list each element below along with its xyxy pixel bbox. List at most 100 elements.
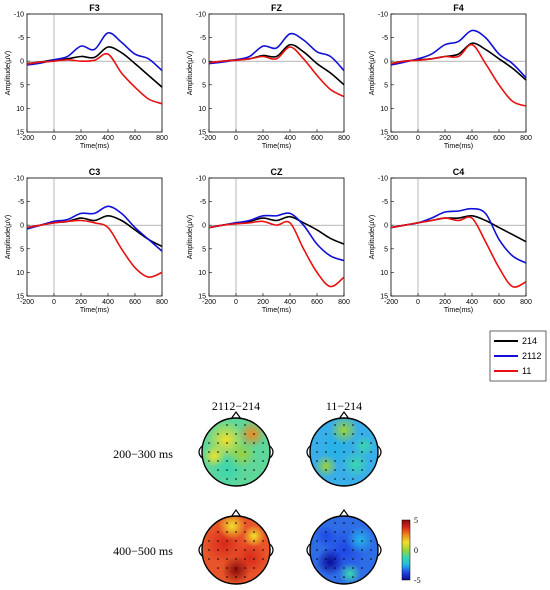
electrode-dot: [253, 451, 255, 453]
topomap-row-label: 200−300 ms: [113, 447, 173, 461]
electrode-dot: [334, 424, 336, 426]
electrode-dot: [226, 478, 228, 480]
right-ear-outline: [269, 445, 274, 459]
panel-title: CZ: [271, 167, 283, 177]
topomap-blob: [228, 440, 256, 468]
electrode-dot: [343, 442, 345, 444]
electrode-dot: [208, 460, 210, 462]
series-line-214: [26, 46, 163, 88]
electrode-dot: [343, 540, 345, 542]
electrode-dot: [244, 558, 246, 560]
x-tick-label: 400: [102, 299, 114, 306]
electrode-dot: [352, 540, 354, 542]
electrode-dot: [334, 433, 336, 435]
electrode-dot: [370, 540, 372, 542]
electrode-dot: [361, 558, 363, 560]
y-tick-label: -10: [14, 12, 24, 19]
x-tick-label: 600: [129, 135, 141, 142]
x-tick-label: 200: [257, 135, 269, 142]
electrode-dot: [343, 469, 345, 471]
electrode-dot: [217, 433, 219, 435]
electrode-dot: [235, 451, 237, 453]
electrode-dot: [208, 451, 210, 453]
electrode-dot: [208, 549, 210, 551]
series-line-11: [390, 43, 527, 107]
x-tick-label: -200: [384, 299, 398, 306]
y-tick-label: -10: [378, 176, 388, 183]
electrode-dot: [253, 433, 255, 435]
y-tick-label: 10: [198, 270, 206, 277]
electrode-dot: [235, 424, 237, 426]
electrode-dot: [343, 567, 345, 569]
panel-title: F3: [89, 3, 100, 13]
panel-frame: [26, 177, 163, 297]
colorbar-gradient: [401, 519, 411, 581]
y-tick-label: -5: [200, 199, 206, 206]
electrode-dot: [244, 549, 246, 551]
electrode-dot: [361, 442, 363, 444]
y-axis-label: Amplitude(μV): [187, 215, 194, 260]
x-tick-label: -200: [20, 135, 34, 142]
legend-label-214: 214: [522, 336, 537, 346]
x-tick-label: 600: [493, 299, 505, 306]
electrode-dot: [208, 540, 210, 542]
series-line-214: [208, 43, 345, 86]
electrode-dot: [334, 567, 336, 569]
erp-panel-f3: F3 -10 -5 0 5 10 15-200 0 200 400 600 800 Time(ms) Am…: [5, 3, 168, 150]
x-tick-label: 200: [257, 299, 269, 306]
electrode-dot: [316, 540, 318, 542]
electrode-dot: [325, 451, 327, 453]
left-ear-outline: [306, 543, 311, 557]
electrode-dot: [235, 531, 237, 533]
topomap-blob: [330, 418, 358, 444]
panel-frame: [208, 177, 345, 297]
electrode-dot: [325, 540, 327, 542]
topomap-blob: [218, 516, 246, 540]
topomap-blob: [242, 524, 266, 548]
x-tick-label: 0: [234, 299, 238, 306]
topomap-row-label: 400−500 ms: [113, 544, 173, 558]
x-tick-label: 200: [439, 135, 451, 142]
electrode-dot: [244, 460, 246, 462]
legend-label-11: 11: [522, 366, 531, 376]
electrode-dot: [244, 522, 246, 524]
electrode-dot: [316, 460, 318, 462]
electrode-dot: [361, 451, 363, 453]
erp-panel-f4: F4 -10 -5 0 5 10 15-200 0 200 400 600 800 Time(ms) Am…: [369, 3, 532, 150]
electrode-dot: [343, 558, 345, 560]
electrode-dot: [352, 451, 354, 453]
electrode-dot: [361, 433, 363, 435]
electrode-dot: [244, 469, 246, 471]
head-outline: [201, 417, 271, 487]
topomap-blob: [338, 562, 362, 584]
electrode-dot: [370, 549, 372, 551]
x-tick-label: 0: [234, 135, 238, 142]
electrode-dot: [253, 442, 255, 444]
electrode-dot: [325, 433, 327, 435]
y-tick-label: 10: [380, 106, 388, 113]
electrode-dot: [325, 549, 327, 551]
colorbar-tick-label: 5: [414, 516, 418, 525]
electrode-dot: [226, 451, 228, 453]
series-line-11: [390, 216, 527, 288]
y-tick-label: -10: [196, 176, 206, 183]
right-ear-outline: [269, 543, 274, 557]
electrode-dot: [244, 567, 246, 569]
series-line-214: [208, 215, 345, 245]
electrode-dot: [253, 549, 255, 551]
x-axis-label: Time(ms): [262, 307, 291, 314]
electrode-dot: [334, 549, 336, 551]
x-tick-label: 0: [52, 299, 56, 306]
y-tick-label: 0: [384, 223, 388, 230]
erp-panel-c4: C4 -10 -5 0 5 10 15-200 0 200 400 600 800 Time(ms) Am…: [369, 167, 532, 314]
electrode-dot: [235, 478, 237, 480]
head-outline: [201, 515, 271, 585]
x-axis-label: Time(ms): [80, 307, 109, 314]
x-tick-label: 200: [439, 299, 451, 306]
electrode-dot: [235, 549, 237, 551]
electrode-dot: [208, 558, 210, 560]
y-tick-label: 5: [384, 246, 388, 253]
panel-frame: [208, 13, 345, 133]
series-line-2112: [26, 32, 163, 72]
x-axis-label: Time(ms): [80, 143, 109, 150]
